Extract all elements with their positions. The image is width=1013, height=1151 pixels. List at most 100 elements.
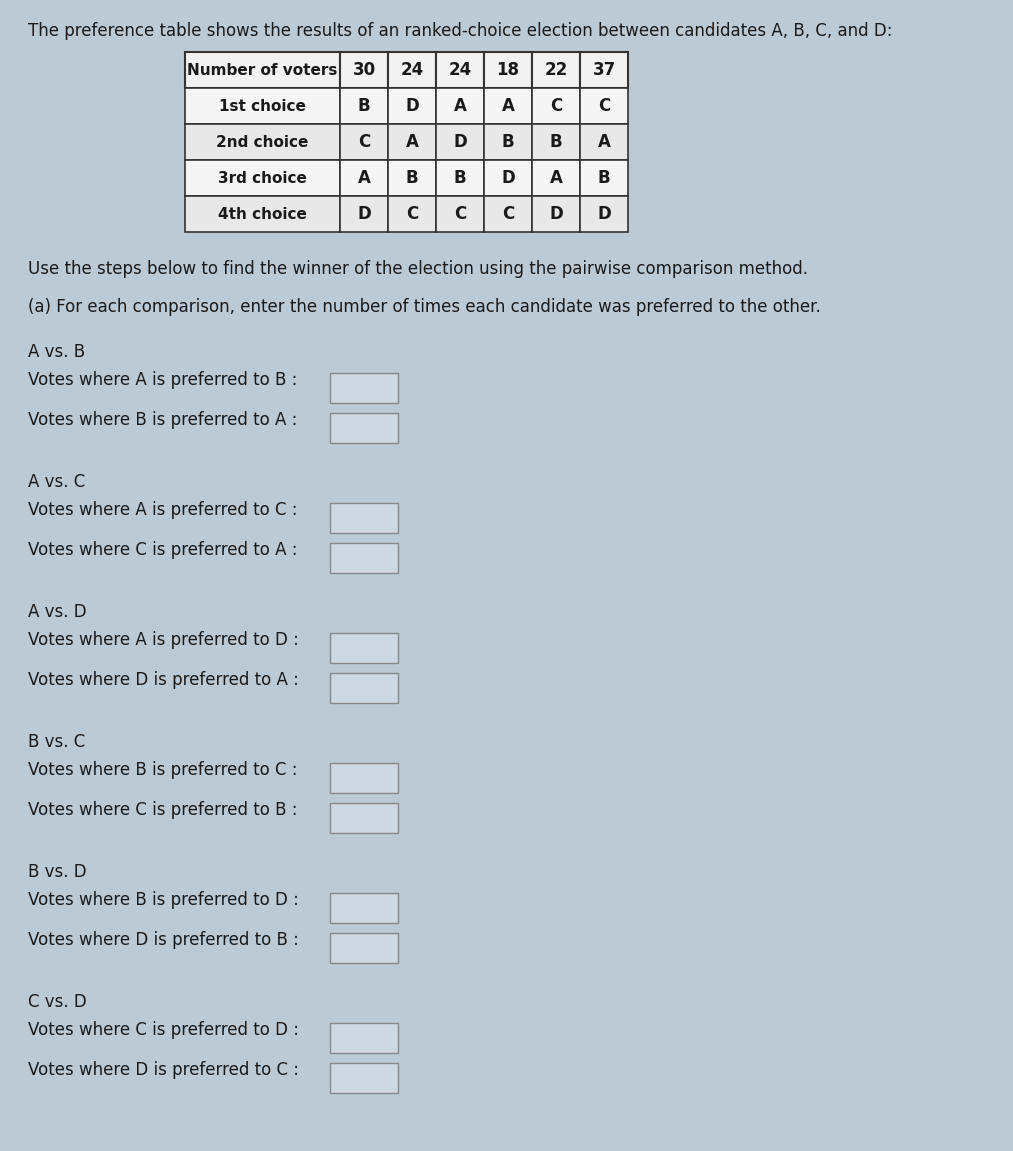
Text: Votes where D is preferred to C :: Votes where D is preferred to C : xyxy=(28,1061,299,1078)
Text: D: D xyxy=(453,134,467,151)
Text: Votes where D is preferred to B :: Votes where D is preferred to B : xyxy=(28,931,299,950)
Text: A vs. B: A vs. B xyxy=(28,343,85,361)
Text: A: A xyxy=(358,169,371,186)
Text: A: A xyxy=(550,169,562,186)
FancyBboxPatch shape xyxy=(484,160,532,196)
Text: C: C xyxy=(550,97,562,115)
FancyBboxPatch shape xyxy=(532,124,580,160)
Text: D: D xyxy=(597,205,611,223)
FancyBboxPatch shape xyxy=(340,124,388,160)
Text: 24: 24 xyxy=(400,61,423,79)
FancyBboxPatch shape xyxy=(330,673,398,703)
Text: Number of voters: Number of voters xyxy=(187,62,337,77)
Text: Votes where B is preferred to C :: Votes where B is preferred to C : xyxy=(28,761,298,779)
Text: B: B xyxy=(501,134,515,151)
Text: 2nd choice: 2nd choice xyxy=(217,135,309,150)
Text: C: C xyxy=(598,97,610,115)
FancyBboxPatch shape xyxy=(340,196,388,233)
FancyBboxPatch shape xyxy=(484,52,532,87)
FancyBboxPatch shape xyxy=(330,543,398,573)
FancyBboxPatch shape xyxy=(388,52,436,87)
Text: 1st choice: 1st choice xyxy=(219,99,306,114)
Text: A vs. D: A vs. D xyxy=(28,603,87,622)
FancyBboxPatch shape xyxy=(532,52,580,87)
FancyBboxPatch shape xyxy=(185,87,340,124)
FancyBboxPatch shape xyxy=(436,160,484,196)
Text: D: D xyxy=(358,205,371,223)
FancyBboxPatch shape xyxy=(330,893,398,923)
Text: B: B xyxy=(454,169,466,186)
Text: 37: 37 xyxy=(593,61,616,79)
Text: D: D xyxy=(549,205,563,223)
Text: (a) For each comparison, enter the number of times each candidate was preferred : (a) For each comparison, enter the numbe… xyxy=(28,298,821,317)
Text: B vs. C: B vs. C xyxy=(28,733,85,750)
FancyBboxPatch shape xyxy=(330,1023,398,1053)
FancyBboxPatch shape xyxy=(388,124,436,160)
Text: C: C xyxy=(406,205,418,223)
Text: Votes where B is preferred to A :: Votes where B is preferred to A : xyxy=(28,411,298,429)
Text: B: B xyxy=(550,134,562,151)
FancyBboxPatch shape xyxy=(436,196,484,233)
FancyBboxPatch shape xyxy=(330,803,398,833)
Text: C: C xyxy=(454,205,466,223)
Text: Use the steps below to find the winner of the election using the pairwise compar: Use the steps below to find the winner o… xyxy=(28,260,808,279)
Text: Votes where A is preferred to C :: Votes where A is preferred to C : xyxy=(28,501,298,519)
Text: B: B xyxy=(358,97,371,115)
FancyBboxPatch shape xyxy=(330,503,398,533)
FancyBboxPatch shape xyxy=(580,52,628,87)
FancyBboxPatch shape xyxy=(330,763,398,793)
FancyBboxPatch shape xyxy=(388,196,436,233)
FancyBboxPatch shape xyxy=(340,52,388,87)
FancyBboxPatch shape xyxy=(330,373,398,403)
Text: 18: 18 xyxy=(496,61,520,79)
Text: B: B xyxy=(405,169,418,186)
Text: Votes where A is preferred to D :: Votes where A is preferred to D : xyxy=(28,631,299,649)
FancyBboxPatch shape xyxy=(532,196,580,233)
Text: 3rd choice: 3rd choice xyxy=(218,170,307,185)
FancyBboxPatch shape xyxy=(330,933,398,963)
FancyBboxPatch shape xyxy=(330,633,398,663)
FancyBboxPatch shape xyxy=(185,160,340,196)
Text: 4th choice: 4th choice xyxy=(218,206,307,221)
Text: 30: 30 xyxy=(353,61,376,79)
FancyBboxPatch shape xyxy=(580,124,628,160)
Text: Votes where C is preferred to D :: Votes where C is preferred to D : xyxy=(28,1021,299,1039)
Text: D: D xyxy=(501,169,515,186)
FancyBboxPatch shape xyxy=(484,124,532,160)
FancyBboxPatch shape xyxy=(340,87,388,124)
Text: A: A xyxy=(598,134,611,151)
FancyBboxPatch shape xyxy=(532,160,580,196)
Text: D: D xyxy=(405,97,418,115)
Text: 22: 22 xyxy=(544,61,567,79)
Text: A: A xyxy=(405,134,418,151)
FancyBboxPatch shape xyxy=(388,160,436,196)
Text: Votes where A is preferred to B :: Votes where A is preferred to B : xyxy=(28,371,298,389)
FancyBboxPatch shape xyxy=(185,124,340,160)
Text: Votes where B is preferred to D :: Votes where B is preferred to D : xyxy=(28,891,299,909)
Text: The preference table shows the results of an ranked-choice election between cand: The preference table shows the results o… xyxy=(28,22,892,40)
Text: Votes where D is preferred to A :: Votes where D is preferred to A : xyxy=(28,671,299,689)
FancyBboxPatch shape xyxy=(484,196,532,233)
FancyBboxPatch shape xyxy=(580,160,628,196)
Text: A vs. C: A vs. C xyxy=(28,473,85,491)
FancyBboxPatch shape xyxy=(340,160,388,196)
Text: 24: 24 xyxy=(449,61,472,79)
Text: B: B xyxy=(598,169,610,186)
FancyBboxPatch shape xyxy=(532,87,580,124)
FancyBboxPatch shape xyxy=(436,52,484,87)
FancyBboxPatch shape xyxy=(580,196,628,233)
Text: Votes where C is preferred to A :: Votes where C is preferred to A : xyxy=(28,541,298,559)
FancyBboxPatch shape xyxy=(580,87,628,124)
FancyBboxPatch shape xyxy=(330,413,398,443)
Text: C vs. D: C vs. D xyxy=(28,993,87,1011)
FancyBboxPatch shape xyxy=(185,52,340,87)
Text: C: C xyxy=(501,205,515,223)
Text: A: A xyxy=(454,97,466,115)
FancyBboxPatch shape xyxy=(388,87,436,124)
Text: C: C xyxy=(358,134,370,151)
Text: B vs. D: B vs. D xyxy=(28,863,87,881)
FancyBboxPatch shape xyxy=(185,196,340,233)
FancyBboxPatch shape xyxy=(436,87,484,124)
FancyBboxPatch shape xyxy=(330,1064,398,1093)
FancyBboxPatch shape xyxy=(436,124,484,160)
